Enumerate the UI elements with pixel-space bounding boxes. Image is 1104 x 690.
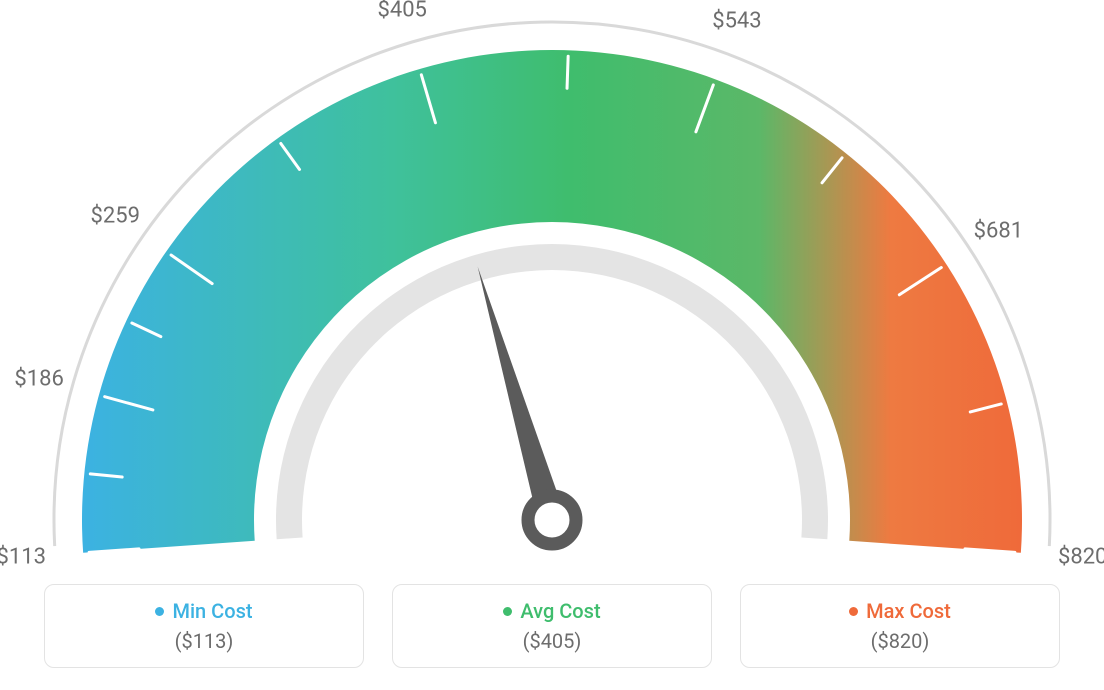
legend-title-text: Avg Cost [520, 599, 600, 623]
legend-dot-icon [155, 607, 164, 616]
tick-label: $543 [712, 9, 761, 34]
legend-title-text: Min Cost [172, 599, 252, 623]
tick-label: $820 [1058, 545, 1104, 570]
gauge-band [82, 50, 1022, 553]
legend-card: Max Cost ($820) [740, 584, 1060, 668]
needle-hub [528, 496, 576, 544]
tick-label: $405 [377, 0, 426, 22]
legend-title-text: Max Cost [866, 599, 951, 623]
legend-dot-icon [849, 607, 858, 616]
gauge-area: $113$186$259$405$543$681$820 [0, 0, 1104, 560]
gauge-svg [0, 0, 1104, 560]
tick-label: $113 [0, 545, 46, 570]
legend-row: Min Cost ($113) Avg Cost ($405) Max Cost ($82… [0, 580, 1104, 690]
tick [567, 56, 568, 88]
legend-card: Min Cost ($113) [44, 584, 364, 668]
legend-value: ($820) [741, 629, 1059, 653]
tick-label: $186 [14, 366, 63, 391]
legend-card: Avg Cost ($405) [392, 584, 712, 668]
legend-value: ($405) [393, 629, 711, 653]
legend-title: Avg Cost [503, 599, 600, 623]
tick-label: $259 [91, 204, 140, 229]
legend-title: Max Cost [849, 599, 951, 623]
tick-label: $681 [974, 218, 1023, 243]
legend-value: ($113) [45, 629, 363, 653]
needle [478, 267, 566, 524]
gauge-chart-container: $113 $186 $259 $405 $543 $681 $820 Min Cost ($1… [0, 0, 1104, 690]
legend-dot-icon [503, 607, 512, 616]
legend-title: Min Cost [155, 599, 252, 623]
